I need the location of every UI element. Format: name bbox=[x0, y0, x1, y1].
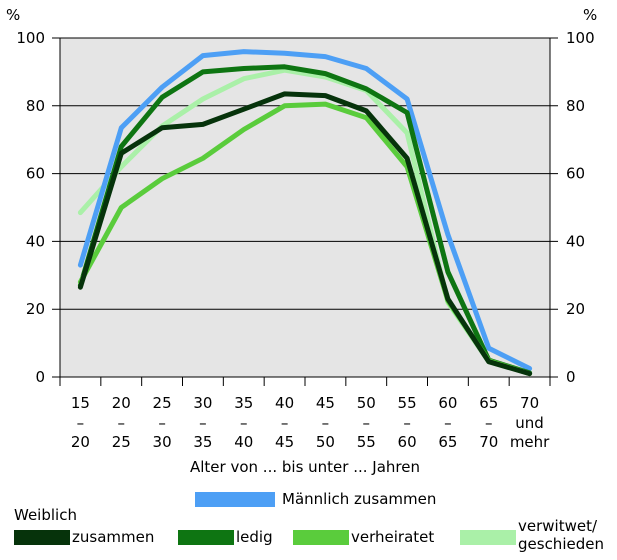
x-tick-label: 50 bbox=[316, 433, 335, 451]
y-tick-label-left: 0 bbox=[35, 368, 45, 386]
legend-swatch-maennlich bbox=[195, 492, 275, 507]
x-tick-label: 65 bbox=[479, 394, 498, 412]
series-line-maennlich bbox=[77, 49, 533, 371]
x-tick-label: 35 bbox=[234, 394, 253, 412]
y-tick-label-left: 40 bbox=[26, 232, 45, 250]
x-tick-label: – bbox=[322, 414, 330, 432]
y-tick-label-right: 80 bbox=[566, 97, 585, 115]
x-axis: 15–2020–2525–3030–3535–4040–4545–5050–55… bbox=[59, 377, 551, 451]
y-tick-label-right: 20 bbox=[566, 300, 585, 318]
legend-label-zusammen: zusammen bbox=[72, 528, 155, 546]
y-axis-left: 0 20 40 60 80 100 bbox=[16, 29, 45, 386]
x-tick-label: 15 bbox=[71, 394, 90, 412]
x-tick-label: 55 bbox=[357, 433, 376, 451]
x-tick-label: 50 bbox=[357, 394, 376, 412]
x-tick-label: 30 bbox=[193, 394, 212, 412]
y-tick-label-left: 20 bbox=[26, 300, 45, 318]
x-tick-label: 60 bbox=[438, 394, 457, 412]
y-tick-label-right: 100 bbox=[566, 29, 595, 47]
x-tick-label: 45 bbox=[275, 433, 294, 451]
legend-label-maennlich: Männlich zusammen bbox=[282, 490, 437, 508]
legend-swatch-ledig bbox=[178, 530, 234, 545]
x-tick-label: 65 bbox=[438, 433, 457, 451]
series-line-ledig bbox=[77, 64, 533, 376]
x-tick-label: – bbox=[199, 414, 207, 432]
x-tick-label: – bbox=[77, 414, 85, 432]
y-unit-right: % bbox=[583, 6, 597, 24]
x-axis-title: Alter von ... bis unter ... Jahren bbox=[190, 458, 420, 476]
x-tick-label: 25 bbox=[112, 433, 131, 451]
x-tick-label: 70 bbox=[520, 394, 539, 412]
y-tick-label-left: 100 bbox=[16, 29, 45, 47]
x-tick-label: – bbox=[281, 414, 289, 432]
legend-swatch-verheiratet bbox=[293, 530, 349, 545]
x-tick-label: – bbox=[240, 414, 248, 432]
legend-swatch-zusammen bbox=[14, 530, 70, 545]
y-tick-label-right: 40 bbox=[566, 232, 585, 250]
x-tick-label: und bbox=[515, 414, 544, 432]
series-line-zusammen bbox=[77, 91, 533, 377]
x-tick-label: 60 bbox=[398, 433, 417, 451]
y-unit-left: % bbox=[6, 6, 20, 24]
x-tick-label: 45 bbox=[316, 394, 335, 412]
y-tick-label-right: 0 bbox=[566, 368, 576, 386]
plot-area bbox=[60, 38, 550, 377]
x-tick-label: – bbox=[118, 414, 126, 432]
x-tick-label: – bbox=[485, 414, 493, 432]
x-tick-label: 55 bbox=[398, 394, 417, 412]
legend-label-verwitwet-1: verwitwet/ bbox=[518, 517, 598, 535]
y-tick-label-left: 60 bbox=[26, 165, 45, 183]
legend-swatch-verwitwet bbox=[460, 530, 516, 545]
legend-heading: Weiblich bbox=[14, 506, 77, 524]
x-tick-label: 20 bbox=[112, 394, 131, 412]
x-tick-label: – bbox=[444, 414, 452, 432]
x-tick-label: 40 bbox=[234, 433, 253, 451]
x-tick-label: – bbox=[158, 414, 166, 432]
x-tick-label: – bbox=[363, 414, 371, 432]
legend-label-ledig: ledig bbox=[236, 528, 273, 546]
y-axis-right: 0 20 40 60 80 100 bbox=[566, 29, 595, 386]
x-tick-label: 70 bbox=[479, 433, 498, 451]
x-tick-label: mehr bbox=[510, 433, 550, 451]
x-tick-label: 35 bbox=[193, 433, 212, 451]
series-lines bbox=[77, 49, 533, 377]
x-tick-label: 20 bbox=[71, 433, 90, 451]
x-tick-label: – bbox=[403, 414, 411, 432]
x-tick-label: 25 bbox=[153, 394, 172, 412]
legend-label-verheiratet: verheiratet bbox=[351, 528, 435, 546]
x-tick-label: 30 bbox=[153, 433, 172, 451]
y-tick-label-right: 60 bbox=[566, 165, 585, 183]
y-tick-label-left: 80 bbox=[26, 97, 45, 115]
legend-label-verwitwet-2: geschieden bbox=[518, 535, 604, 553]
x-tick-label: 40 bbox=[275, 394, 294, 412]
